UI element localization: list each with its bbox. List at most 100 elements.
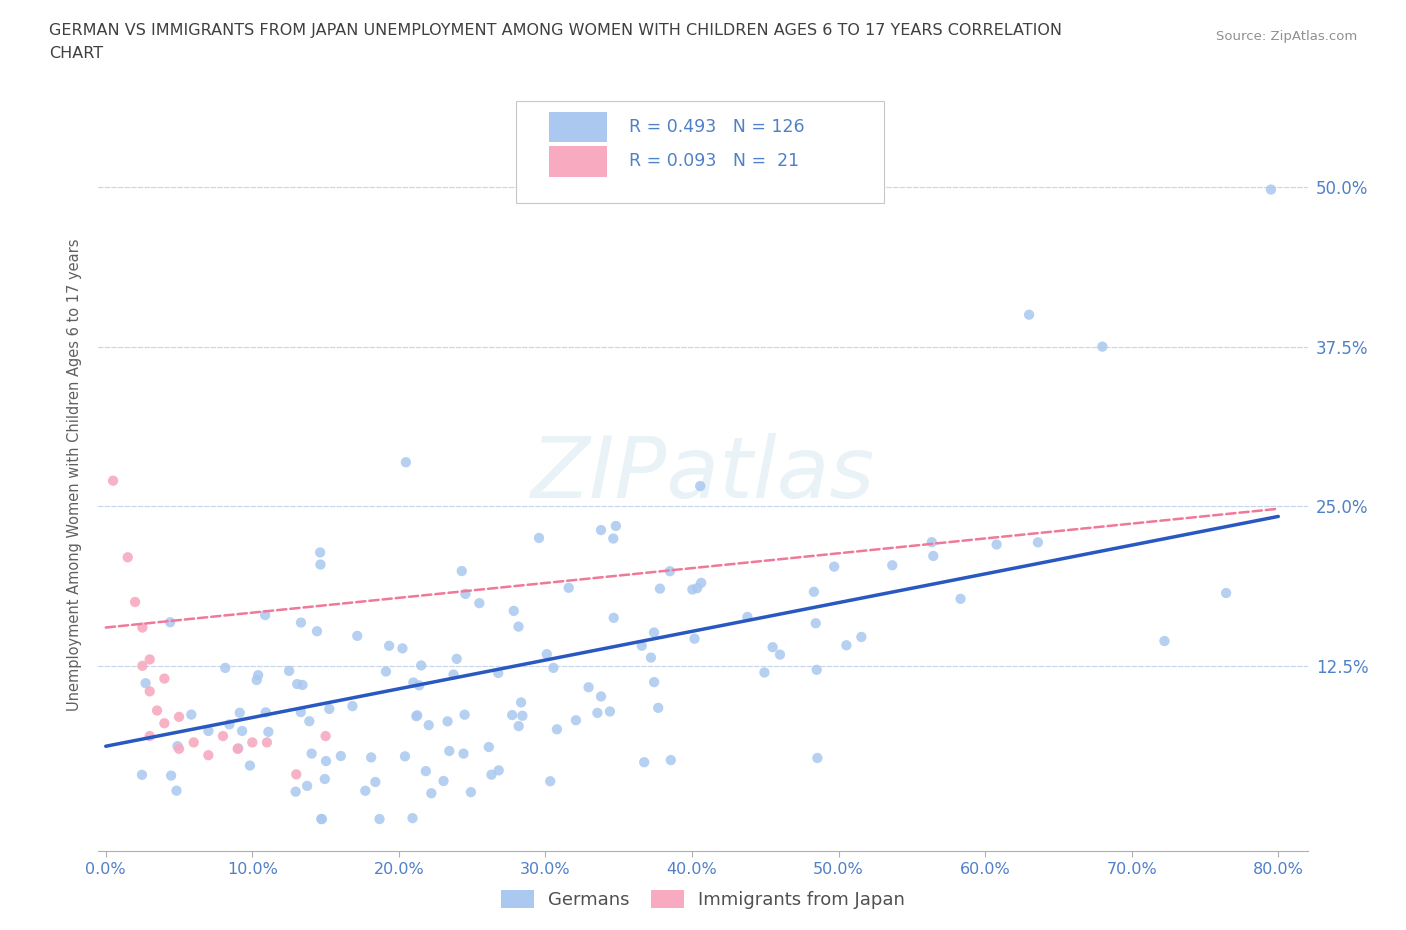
Point — [546, 722, 568, 737]
Point — [146, 703, 169, 718]
Point — [391, 641, 413, 656]
Point — [686, 580, 709, 595]
Point — [138, 684, 160, 698]
FancyBboxPatch shape — [550, 112, 607, 142]
Point — [543, 660, 565, 675]
Point — [309, 545, 332, 560]
Point — [197, 724, 219, 738]
Point — [683, 631, 706, 646]
Point — [346, 629, 368, 644]
Point — [180, 707, 202, 722]
Point — [135, 676, 157, 691]
Point — [138, 652, 160, 667]
Point — [806, 751, 828, 765]
Point — [401, 811, 423, 826]
Text: R = 0.093   N =  21: R = 0.093 N = 21 — [630, 153, 800, 170]
Point — [835, 638, 858, 653]
Point — [364, 775, 387, 790]
Point — [254, 607, 277, 622]
Point — [565, 712, 588, 727]
Point — [415, 764, 437, 778]
Point — [405, 709, 427, 724]
Point — [501, 708, 523, 723]
Point — [486, 666, 509, 681]
Point — [512, 709, 534, 724]
Point — [508, 619, 530, 634]
Point — [305, 624, 328, 639]
Point — [690, 576, 713, 591]
Point — [285, 767, 308, 782]
Point — [1026, 535, 1049, 550]
Point — [432, 774, 454, 789]
Point — [602, 610, 624, 625]
Point — [226, 741, 249, 756]
Point — [197, 748, 219, 763]
Point — [453, 746, 475, 761]
Point — [131, 658, 153, 673]
Point — [527, 530, 550, 545]
Text: R = 0.493   N = 126: R = 0.493 N = 126 — [630, 118, 804, 136]
Point — [226, 741, 249, 756]
Point — [578, 680, 600, 695]
Point — [1018, 307, 1040, 322]
Point — [586, 706, 609, 721]
Y-axis label: Unemployment Among Women with Children Ages 6 to 17 years: Unemployment Among Women with Children A… — [67, 238, 83, 711]
Point — [240, 735, 263, 750]
Point — [1091, 339, 1114, 354]
Point — [298, 713, 321, 728]
Point — [342, 698, 364, 713]
Point — [408, 678, 430, 693]
Point — [643, 625, 665, 640]
Point — [167, 741, 190, 756]
Point — [290, 615, 312, 630]
Point — [599, 704, 621, 719]
Text: Source: ZipAtlas.com: Source: ZipAtlas.com — [1216, 30, 1357, 43]
Point — [117, 550, 139, 565]
Point — [395, 455, 418, 470]
Point — [183, 735, 205, 750]
Point — [231, 724, 253, 738]
Point — [538, 774, 561, 789]
Point — [803, 584, 825, 599]
Point — [329, 749, 352, 764]
Point — [446, 651, 468, 666]
Point — [257, 724, 280, 739]
Point — [986, 537, 1008, 551]
Point — [402, 675, 425, 690]
Point — [131, 767, 153, 782]
Point — [508, 719, 530, 734]
Text: CHART: CHART — [49, 46, 103, 61]
Point — [218, 717, 240, 732]
Text: ZIPatlas: ZIPatlas — [531, 432, 875, 516]
Point — [153, 671, 176, 686]
Text: GERMAN VS IMMIGRANTS FROM JAPAN UNEMPLOYMENT AMONG WOMEN WITH CHILDREN AGES 6 TO: GERMAN VS IMMIGRANTS FROM JAPAN UNEMPLOY… — [49, 23, 1062, 38]
Point — [659, 752, 682, 767]
Point — [284, 784, 307, 799]
Point — [247, 668, 270, 683]
FancyBboxPatch shape — [550, 146, 607, 177]
Point — [450, 564, 472, 578]
Point — [368, 812, 391, 827]
Point — [468, 596, 491, 611]
Point — [138, 728, 160, 743]
Point — [291, 677, 314, 692]
Point — [1153, 633, 1175, 648]
Point — [406, 708, 429, 723]
Point — [478, 739, 501, 754]
FancyBboxPatch shape — [516, 101, 884, 203]
Point — [633, 755, 655, 770]
Point — [411, 658, 433, 673]
Point — [488, 763, 510, 777]
Point — [159, 615, 181, 630]
Point — [769, 647, 792, 662]
Point — [295, 778, 318, 793]
Point — [823, 559, 845, 574]
Point — [160, 768, 183, 783]
Point — [418, 718, 440, 733]
Point — [153, 716, 176, 731]
Point — [754, 665, 776, 680]
Point — [166, 783, 188, 798]
Point — [290, 705, 312, 720]
Point — [278, 663, 301, 678]
Point — [309, 557, 332, 572]
